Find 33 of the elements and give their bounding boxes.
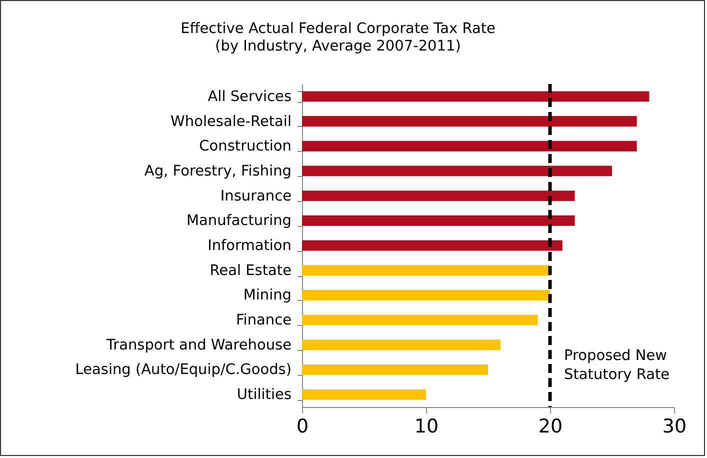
bar xyxy=(302,116,637,126)
y-tick-label: Utilities xyxy=(236,387,292,404)
y-tick-label: Construction xyxy=(199,138,292,155)
y-tick-label: All Services xyxy=(208,88,292,105)
chart-title: Effective Actual Federal Corporate Tax Rate xyxy=(180,21,496,37)
y-tick-label: Mining xyxy=(243,288,292,304)
bar xyxy=(302,389,426,400)
x-tick-label: 30 xyxy=(662,416,687,438)
bar xyxy=(302,265,550,276)
ref-line-label: Proposed New Statutory Rate xyxy=(564,348,670,383)
y-tick-label: Leasing (Auto/Equip/C.Goods) xyxy=(75,362,292,378)
y-tick-label: Wholesale-Retail xyxy=(170,114,292,130)
x-tick-label: 0 xyxy=(296,416,309,438)
y-tick-label: Real Estate xyxy=(210,262,292,279)
y-tick-label: Ag, Forestry, Fishing xyxy=(144,163,292,180)
bar xyxy=(302,364,488,375)
x-tick-label: 20 xyxy=(538,416,563,438)
bar xyxy=(302,91,650,102)
bar xyxy=(302,190,575,202)
bar xyxy=(302,166,612,176)
bar xyxy=(302,290,550,300)
bar xyxy=(302,140,637,152)
bar xyxy=(302,215,575,226)
y-tick-label: Transport and Warehouse xyxy=(105,337,292,354)
x-tick-label: 10 xyxy=(414,416,439,438)
y-tick-label: Information xyxy=(208,238,292,254)
y-tick-label: Finance xyxy=(236,312,292,329)
bar xyxy=(302,240,562,251)
y-tick-label: Manufacturing xyxy=(186,213,292,230)
y-tick-label: Insurance xyxy=(220,188,292,204)
bar xyxy=(302,340,500,350)
chart-subtitle: (by Industry, Average 2007-2011) xyxy=(215,38,461,54)
bar xyxy=(302,314,538,326)
